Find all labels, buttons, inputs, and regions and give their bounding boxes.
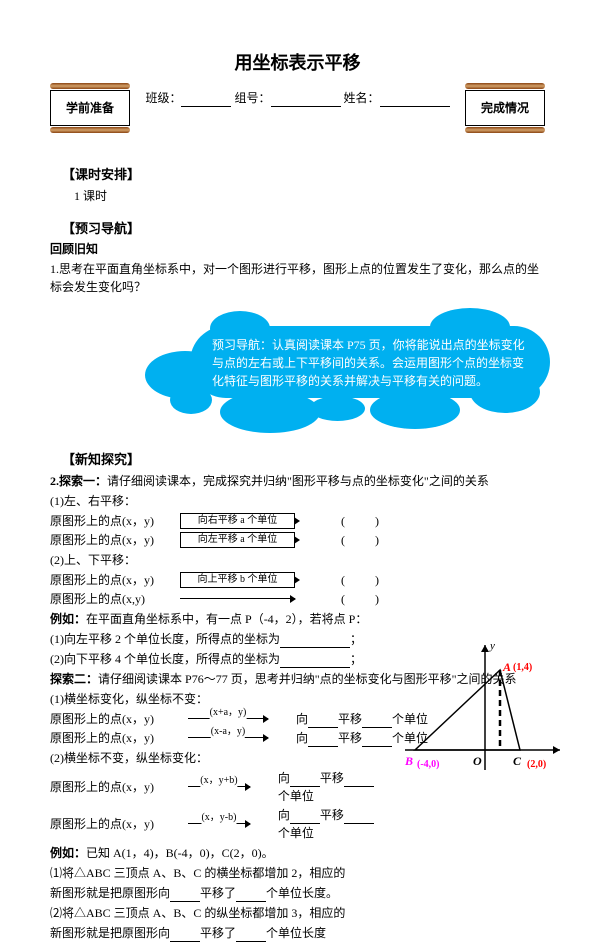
example-1: 例如：在平面直角坐标系中，有一点 P（-4，2），若将点 P： <box>50 610 545 628</box>
paren-blank: () <box>341 512 409 530</box>
row-label: 原图形上的点(x，y) <box>50 512 180 530</box>
row-label: 原图形上的点(x，y) <box>50 815 180 833</box>
blank[interactable] <box>362 733 392 747</box>
row-yb: 原图形上的点(x，y) (x，y+b) 向平移个单位 <box>50 769 380 805</box>
arrow-xa: (x+a，y) <box>188 718 268 719</box>
eg2-1a: ⑴将△ABC 三顶点 A、B、C 的横坐标都增加 2，相应的 <box>50 864 380 882</box>
explore-1-desc: 请仔细阅读课本，完成探究并归纳"图形平移与点的坐标变化"之间的关系 <box>107 474 489 488</box>
blank[interactable] <box>344 773 374 787</box>
paren-blank: () <box>341 531 409 549</box>
eg2-1b: 新图形就是把原图形向平移了个单位长度。 <box>50 884 380 902</box>
name-blank[interactable] <box>380 93 450 107</box>
explore-2-title: 探索二： <box>50 672 98 686</box>
row-label: 原图形上的点(x，y) <box>50 571 180 589</box>
point-b-label: B <box>405 752 413 770</box>
section-3-head: 【新知探究】 <box>62 450 545 470</box>
point-c-coord: (2,0) <box>527 757 546 772</box>
arrow-right: 向右平移 a 个单位 <box>180 513 295 529</box>
blank[interactable] <box>308 733 338 747</box>
section-2-sub: 回顾旧知 <box>50 240 545 258</box>
arrow-yb: (x，y+b) <box>188 786 250 787</box>
name-label: 姓名： <box>344 91 380 105</box>
blank[interactable] <box>290 810 320 824</box>
group-label: 组号： <box>234 91 270 105</box>
scroll-prep: 学前准备 <box>50 90 130 126</box>
row-up: 原图形上的点(x，y) 向上平移 b 个单位 () <box>50 571 545 589</box>
cloud-text: 预习导航：认真阅读课本 P75 页，你将能说出点的坐标变化与点的左右或上下平移间… <box>190 326 550 398</box>
section-1-head: 【课时安排】 <box>62 165 545 185</box>
eg2-2b: 新图形就是把原图形向平移了个单位长度 <box>50 924 380 942</box>
ud-head: (2)上、下平移： <box>50 551 545 569</box>
arrow-up: 向上平移 b 个单位 <box>180 572 295 588</box>
class-blank[interactable] <box>181 93 231 107</box>
fill-text: 平移 <box>338 712 362 726</box>
point-b-coord: (-4,0) <box>417 757 440 772</box>
example-2: 例如：已知 A(1，4)，B(-4，0)，C(2，0)。 <box>50 844 380 862</box>
class-label: 班级： <box>145 91 181 105</box>
triangle-figure: y A (1,4) B (-4,0) O C (2,0) <box>405 640 565 780</box>
blank[interactable] <box>236 888 266 902</box>
eg1-1-text: (1)向左平移 2 个单位长度，所得点的坐标为 <box>50 632 280 646</box>
row-right: 原图形上的点(x，y) 向右平移 a 个单位 () <box>50 512 545 530</box>
arrow-down <box>180 598 295 599</box>
blank[interactable] <box>170 928 200 942</box>
semicolon: ； <box>350 652 362 666</box>
paren-blank: () <box>341 571 409 589</box>
explore-1: 2.探索一：请仔细阅读课本，完成探究并归纳"图形平移与点的坐标变化"之间的关系 <box>50 472 545 490</box>
eg2-2a: ⑵将△ABC 三顶点 A、B、C 的纵坐标都增加 3，相应的 <box>50 904 380 922</box>
row-label: 原图形上的点(x，y) <box>50 710 180 728</box>
row-ymb: 原图形上的点(x，y) (x，y-b) 向平移个单位 <box>50 806 380 842</box>
blank[interactable] <box>236 928 266 942</box>
blank[interactable] <box>344 810 374 824</box>
blank[interactable] <box>280 654 350 668</box>
row-down: 原图形上的点(x,y) () <box>50 590 545 608</box>
blank[interactable] <box>290 773 320 787</box>
question-1: 1.思考在平面直角坐标系中，对一个图形进行平移，图形上点的位置发生了变化，那么点… <box>50 260 545 296</box>
arrow-xma: (x-a，y) <box>188 737 268 738</box>
semicolon: ； <box>350 632 362 646</box>
section-1-body: 1 课时 <box>74 187 545 205</box>
blank[interactable] <box>170 888 200 902</box>
explore-1-title: 2.探索一： <box>50 474 107 488</box>
blank[interactable] <box>362 714 392 728</box>
point-a-coord: (1,4) <box>513 660 532 675</box>
origin-label: O <box>473 752 482 770</box>
example-2-head: 例如： <box>50 846 86 860</box>
eg1-2-text: (2)向下平移 4 个单位长度，所得点的坐标为 <box>50 652 280 666</box>
example-2-body: 已知 A(1，4)，B(-4，0)，C(2，0)。 <box>86 846 274 860</box>
page-title: 用坐标表示平移 <box>50 50 545 77</box>
arrow-ymb: (x，y-b) <box>188 823 250 824</box>
fill-text: 向 <box>296 712 308 726</box>
row-label: 原图形上的点(x，y) <box>50 531 180 549</box>
point-c-label: C <box>513 752 521 770</box>
group-blank[interactable] <box>271 93 341 107</box>
row-label: 原图形上的点(x,y) <box>50 590 180 608</box>
row-label: 原图形上的点(x，y) <box>50 778 180 796</box>
row-label: 原图形上的点(x，y) <box>50 729 180 747</box>
cloud-region: 预习导航：认真阅读课本 P75 页，你将能说出点的坐标变化与点的左右或上下平移间… <box>50 306 545 436</box>
point-a-label: A <box>503 658 511 676</box>
y-axis-label: y <box>490 638 495 655</box>
row-left: 原图形上的点(x，y) 向左平移 a 个单位 () <box>50 531 545 549</box>
section-2-head: 【预习导航】 <box>62 219 545 239</box>
paren-blank: () <box>341 590 409 608</box>
blank[interactable] <box>280 634 350 648</box>
scroll-status: 完成情况 <box>465 90 545 126</box>
arrow-left: 向左平移 a 个单位 <box>180 532 295 548</box>
example-1-head: 例如： <box>50 612 86 626</box>
lr-head: (1)左、右平移： <box>50 492 545 510</box>
blank[interactable] <box>308 714 338 728</box>
example-1-body: 在平面直角坐标系中，有一点 P（-4，2），若将点 P： <box>86 612 367 626</box>
